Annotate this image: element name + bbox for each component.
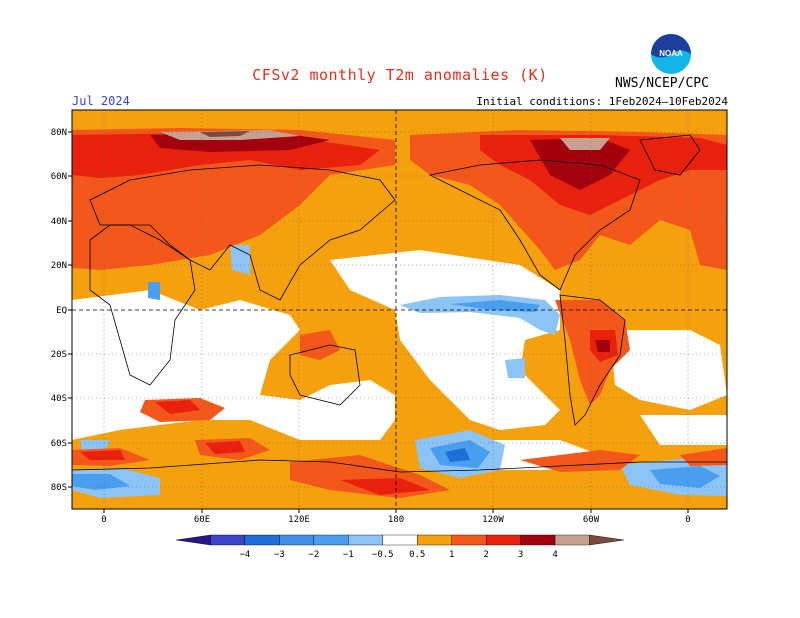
cold-anomaly — [450, 300, 540, 312]
colorbar-swatch — [554, 534, 590, 546]
warm-3-anomaly — [595, 340, 610, 352]
colorbar-swatch — [244, 534, 280, 546]
warm-2-anomaly — [340, 478, 430, 495]
neutral-region — [640, 415, 727, 445]
longitude-label: 0 — [685, 515, 690, 525]
colorbar-swatch — [485, 534, 521, 546]
initial-conditions: Initial conditions: 1Feb2024–10Feb2024 — [476, 95, 728, 108]
latitude-label: 20S — [51, 350, 67, 360]
coastline-eurasia — [89, 164, 396, 301]
noaa-logo-text: NOAA — [659, 49, 683, 58]
colorbar-swatch — [348, 534, 383, 546]
latitude-label: 40S — [51, 394, 67, 404]
longitude-label: 180 — [388, 515, 404, 525]
neutral-region — [330, 250, 560, 430]
longitude-label: 120W — [482, 515, 504, 525]
cold-anomaly — [72, 474, 130, 490]
colorbar-label: 1 — [449, 550, 454, 560]
longitude-labels: 0 60E 120E 180 120W 60W 0 — [101, 509, 691, 525]
cold-anomaly — [505, 358, 525, 378]
latitude-label: 40N — [51, 217, 67, 227]
neutral-region — [72, 340, 120, 398]
warm-1-anomaly — [680, 448, 727, 466]
cold-anomaly — [148, 282, 160, 300]
colorbar-swatch — [175, 534, 211, 546]
colorbar: −4 −3 −2 −1 −0.5 0.5 1 2 3 4 — [175, 534, 625, 560]
chart-title: CFSv2 monthly T2m anomalies (K) — [252, 66, 548, 84]
noaa-logo: NOAA — [651, 34, 691, 74]
latitude-label: 60S — [51, 439, 67, 449]
colorbar-label: 0.5 — [409, 550, 425, 560]
colorbar-label: −3 — [274, 550, 285, 560]
colorbar-swatch — [382, 534, 418, 546]
latitude-label: 80S — [51, 483, 67, 493]
coastline-greenland — [639, 134, 701, 176]
coastline-australia — [289, 344, 361, 406]
coastline-north-america — [428, 159, 641, 291]
graticule — [72, 110, 727, 509]
reference-lines — [72, 110, 727, 509]
colorbar-swatch — [279, 534, 315, 546]
latitude-label: 80N — [51, 128, 67, 138]
colorbar-swatch — [589, 534, 625, 546]
agency-label: NWS/NCEP/CPC — [615, 76, 709, 91]
warm-4-anomaly — [560, 138, 610, 150]
colorbar-swatch — [520, 534, 556, 546]
latitude-label: 60N — [51, 172, 67, 182]
forecast-period: Jul 2024 — [72, 94, 130, 108]
coastline-africa — [89, 224, 196, 386]
warm-2-anomaly — [155, 400, 200, 414]
colorbar-label: −1 — [343, 550, 354, 560]
colorbar-label: −4 — [240, 550, 251, 560]
coastline-antarctica — [72, 459, 727, 473]
warm-3-anomaly — [530, 138, 630, 190]
colorbar-label: 4 — [552, 550, 557, 560]
latitude-labels: 80N 60N 40N 20N EQ 20S 40S 60S 80S — [51, 128, 72, 493]
colorbar-label: 3 — [518, 550, 523, 560]
longitude-label: 120E — [288, 515, 310, 525]
colorbar-swatch — [210, 534, 246, 546]
longitude-label: 60E — [194, 515, 210, 525]
colorbar-label: −0.5 — [372, 550, 394, 560]
neutral-region — [610, 330, 727, 410]
coastlines — [72, 134, 727, 473]
warm-2-anomaly — [80, 450, 125, 460]
colorbar-label: 2 — [483, 550, 488, 560]
longitude-label: 60W — [583, 515, 600, 525]
anomaly-field — [72, 110, 727, 509]
warm-max-anomaly — [200, 131, 250, 137]
warm-2-anomaly — [205, 441, 245, 454]
longitude-label: 0 — [101, 515, 106, 525]
cold-anomaly — [650, 466, 720, 488]
cold-anomaly — [445, 448, 470, 462]
latitude-label: EQ — [56, 306, 67, 316]
warm-1-anomaly — [300, 330, 340, 360]
latitude-label: 20N — [51, 261, 67, 271]
colorbar-swatch — [313, 534, 349, 546]
colorbar-label: −2 — [308, 550, 319, 560]
colorbar-swatch — [417, 534, 452, 546]
colorbar-swatch — [451, 534, 487, 546]
